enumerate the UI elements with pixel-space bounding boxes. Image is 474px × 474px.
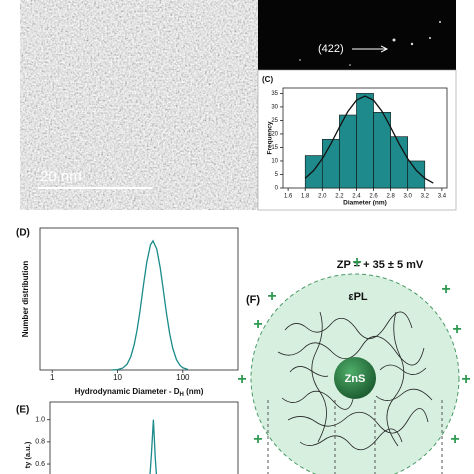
svg-text:+: + xyxy=(452,321,461,338)
guide-lines xyxy=(267,400,443,474)
saed-pattern xyxy=(258,0,456,70)
x-tick-label: 3.4 xyxy=(438,194,447,200)
y-axis-label: ty (a.u.) xyxy=(23,441,32,468)
x-tick-label: 2.2 xyxy=(335,194,344,200)
svg-text:+: + xyxy=(461,371,470,388)
bar xyxy=(321,139,340,189)
panel-label: (D) xyxy=(16,228,30,239)
bar xyxy=(407,160,426,189)
x-axis-label-sub: H xyxy=(180,392,184,398)
scale-label: 20 nm xyxy=(40,168,82,185)
svg-text:+: + xyxy=(267,288,276,305)
x-tick-label: 10 xyxy=(113,373,122,382)
svg-text:+: + xyxy=(253,431,262,448)
panel-label: (E) xyxy=(16,405,29,416)
x-tick-label: 1.6 xyxy=(284,194,293,200)
bar xyxy=(304,155,323,189)
fit-curve xyxy=(304,95,434,184)
svg-text:+: + xyxy=(450,431,459,448)
svg-text:+: + xyxy=(253,316,262,333)
y-tick-label: 1.0 xyxy=(35,417,45,424)
x-tick-label: 2.4 xyxy=(352,194,361,200)
plot-frame xyxy=(39,227,239,371)
x-axis-label-text: Hydrodynamic Diameter - D xyxy=(75,387,180,396)
y-axis-label: Number distribution xyxy=(21,261,30,338)
x-axis-label-tail: (nm) xyxy=(184,387,204,396)
positive-charges: + + + + + + + + + xyxy=(237,254,470,448)
bar xyxy=(356,93,374,189)
y-tick-label: 15 xyxy=(271,145,278,151)
svg-text:+: + xyxy=(352,254,361,271)
y-tick-label: 10 xyxy=(271,159,278,165)
diffraction-spots xyxy=(299,21,441,66)
svg-text:+: + xyxy=(441,281,450,298)
clipped-series xyxy=(149,419,158,474)
series-line xyxy=(111,239,189,371)
y-tick-label: 0 xyxy=(275,186,279,192)
y-tick-label: 20 xyxy=(271,132,278,138)
series-line xyxy=(149,419,158,474)
x-axis-label: Hydrodynamic Diameter - DH (nm) xyxy=(75,387,204,397)
y-tick-label: 0.8 xyxy=(35,439,45,446)
x-tick-label: 2.8 xyxy=(386,194,395,200)
x-tick-label: 1 xyxy=(50,373,55,382)
shell-label: εPL xyxy=(348,291,368,303)
x-tick-label: 3.0 xyxy=(404,194,413,200)
saed-label: (422) xyxy=(318,43,344,55)
plot-frame xyxy=(49,401,239,474)
panel-label: (F) xyxy=(246,294,260,306)
y-tick-label: 35 xyxy=(271,91,278,97)
bar xyxy=(339,114,357,189)
y-tick-label: 5 xyxy=(275,172,279,178)
x-tick-label: 2.0 xyxy=(318,194,327,200)
x-tick-label: 3.2 xyxy=(421,194,430,200)
tem-image xyxy=(20,0,258,210)
x-axis-label: Diameter (nm) xyxy=(343,200,387,207)
svg-text:+: + xyxy=(237,371,246,388)
zns-core xyxy=(334,357,376,399)
y-tick-label: 0.6 xyxy=(35,461,45,468)
y-tick-label: 25 xyxy=(271,118,278,124)
y-tick-label: 30 xyxy=(271,104,278,110)
x-tick-label: 1.8 xyxy=(301,194,310,200)
panel-label: (C) xyxy=(262,75,273,84)
core-label: ZnS xyxy=(345,373,366,385)
x-tick-label: 100 xyxy=(176,373,190,382)
y-axis-label: Frequency xyxy=(267,121,274,154)
x-tick-label: 2.6 xyxy=(369,194,378,200)
saed-arrow xyxy=(352,45,389,53)
zeta-label: ZP = + 35 ± 5 mV xyxy=(337,259,424,271)
polymer-chains xyxy=(277,311,433,451)
